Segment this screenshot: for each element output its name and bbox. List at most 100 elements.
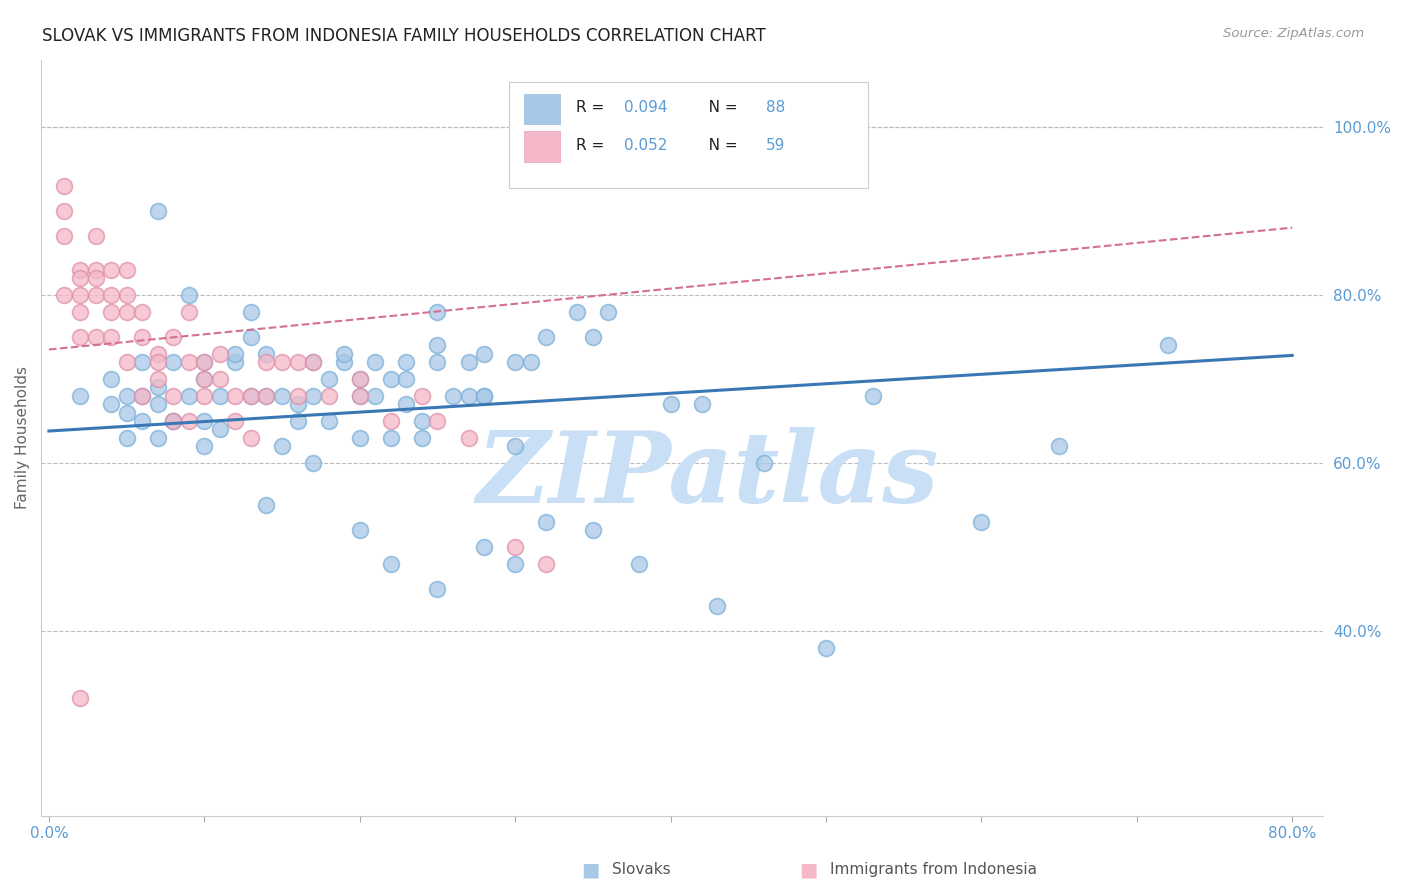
Point xyxy=(193,372,215,386)
Point xyxy=(131,414,153,428)
FancyBboxPatch shape xyxy=(524,94,561,124)
Point xyxy=(239,330,262,344)
Text: ■: ■ xyxy=(799,860,818,880)
Point xyxy=(534,515,557,529)
Point xyxy=(318,414,340,428)
Point xyxy=(472,347,495,361)
FancyBboxPatch shape xyxy=(524,131,561,161)
Point xyxy=(503,540,526,554)
Point xyxy=(395,397,418,411)
Point xyxy=(380,557,402,571)
Point xyxy=(364,389,387,403)
Text: 88: 88 xyxy=(765,100,785,115)
Point xyxy=(426,304,449,318)
Point xyxy=(256,389,278,403)
Point xyxy=(598,304,620,318)
Point xyxy=(239,304,262,318)
Point xyxy=(84,330,107,344)
Text: R =: R = xyxy=(576,100,609,115)
Point xyxy=(287,414,309,428)
Point xyxy=(472,540,495,554)
Point xyxy=(146,347,169,361)
FancyBboxPatch shape xyxy=(509,82,868,188)
Point xyxy=(970,515,993,529)
Point xyxy=(519,355,541,369)
Point xyxy=(193,389,215,403)
Point xyxy=(69,262,91,277)
Text: Source: ZipAtlas.com: Source: ZipAtlas.com xyxy=(1223,27,1364,40)
Point xyxy=(752,456,775,470)
Point xyxy=(364,355,387,369)
Point xyxy=(146,372,169,386)
Point xyxy=(302,355,325,369)
Point xyxy=(411,389,433,403)
Point xyxy=(256,355,278,369)
Point xyxy=(349,372,371,386)
Point xyxy=(380,414,402,428)
Text: N =: N = xyxy=(693,100,742,115)
Point xyxy=(706,599,728,613)
Point xyxy=(503,557,526,571)
Text: 0.052: 0.052 xyxy=(624,137,668,153)
Point xyxy=(193,355,215,369)
Point xyxy=(457,389,479,403)
Point xyxy=(534,330,557,344)
Point xyxy=(115,355,138,369)
Point xyxy=(53,229,76,244)
Point xyxy=(395,355,418,369)
Point xyxy=(162,414,184,428)
Point xyxy=(256,347,278,361)
Text: SLOVAK VS IMMIGRANTS FROM INDONESIA FAMILY HOUSEHOLDS CORRELATION CHART: SLOVAK VS IMMIGRANTS FROM INDONESIA FAMI… xyxy=(42,27,766,45)
Point xyxy=(472,389,495,403)
Point xyxy=(208,422,231,436)
Point xyxy=(69,271,91,285)
Point xyxy=(318,372,340,386)
Point xyxy=(115,304,138,318)
Point xyxy=(224,389,246,403)
Point xyxy=(193,414,215,428)
Point xyxy=(659,397,682,411)
Point xyxy=(115,288,138,302)
Point xyxy=(177,288,200,302)
Point xyxy=(349,372,371,386)
Point xyxy=(162,355,184,369)
Point xyxy=(162,389,184,403)
Point xyxy=(349,523,371,537)
Point xyxy=(411,431,433,445)
Point xyxy=(349,389,371,403)
Point xyxy=(146,355,169,369)
Point xyxy=(814,640,837,655)
Point xyxy=(567,304,589,318)
Point xyxy=(115,262,138,277)
Point xyxy=(208,347,231,361)
Point xyxy=(287,389,309,403)
Point xyxy=(69,691,91,706)
Point xyxy=(69,304,91,318)
Text: Immigrants from Indonesia: Immigrants from Indonesia xyxy=(830,863,1036,877)
Point xyxy=(457,431,479,445)
Point xyxy=(256,498,278,512)
Point xyxy=(162,414,184,428)
Point xyxy=(131,389,153,403)
Point xyxy=(333,355,356,369)
Point xyxy=(100,304,122,318)
Point xyxy=(100,262,122,277)
Point xyxy=(100,288,122,302)
Point xyxy=(302,456,325,470)
Point xyxy=(302,389,325,403)
Point xyxy=(208,372,231,386)
Point xyxy=(457,355,479,369)
Point xyxy=(690,397,713,411)
Point xyxy=(426,338,449,352)
Point xyxy=(411,414,433,428)
Point xyxy=(239,389,262,403)
Text: 59: 59 xyxy=(765,137,785,153)
Point xyxy=(503,355,526,369)
Text: ■: ■ xyxy=(581,860,600,880)
Text: ZIPatlas: ZIPatlas xyxy=(477,427,939,524)
Point xyxy=(69,330,91,344)
Point xyxy=(441,389,464,403)
Point xyxy=(53,203,76,218)
Point xyxy=(333,347,356,361)
Point xyxy=(131,355,153,369)
